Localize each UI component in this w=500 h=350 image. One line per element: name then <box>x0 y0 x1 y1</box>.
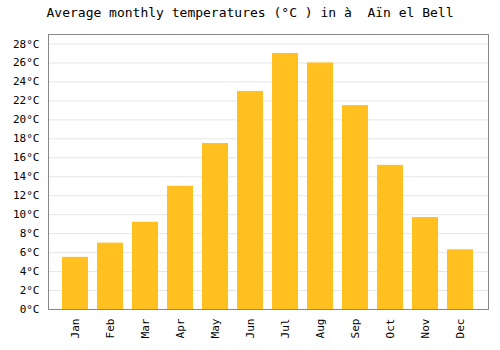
svg-text:12°C: 12°C <box>13 189 40 202</box>
svg-text:Jan: Jan <box>69 319 82 339</box>
svg-text:Nov: Nov <box>419 318 432 338</box>
svg-text:Apr: Apr <box>174 318 187 338</box>
svg-text:28°C: 28°C <box>13 38 40 51</box>
svg-text:24°C: 24°C <box>13 75 40 88</box>
svg-text:Jun: Jun <box>244 319 257 339</box>
svg-text:May: May <box>209 318 222 338</box>
svg-text:2°C: 2°C <box>20 284 40 297</box>
svg-text:Aug: Aug <box>314 319 327 339</box>
svg-text:20°C: 20°C <box>13 113 40 126</box>
svg-text:Mar: Mar <box>139 318 152 338</box>
svg-text:14°C: 14°C <box>13 170 40 183</box>
svg-text:Sep: Sep <box>349 319 362 339</box>
svg-text:18°C: 18°C <box>13 132 40 145</box>
svg-text:Jul: Jul <box>279 319 292 339</box>
svg-text:Oct: Oct <box>384 319 397 339</box>
svg-text:Dec: Dec <box>454 319 467 339</box>
svg-text:8°C: 8°C <box>20 227 40 240</box>
svg-text:10°C: 10°C <box>13 208 40 221</box>
svg-text:26°C: 26°C <box>13 56 40 69</box>
svg-text:Feb: Feb <box>104 319 117 339</box>
svg-text:4°C: 4°C <box>20 265 40 278</box>
svg-text:22°C: 22°C <box>13 94 40 107</box>
svg-text:16°C: 16°C <box>13 151 40 164</box>
html-text:Average monthly temperatures (: Average monthly temperatures (°C ) in à … <box>46 5 454 20</box>
svg-text:6°C: 6°C <box>20 246 40 259</box>
svg-text:0°C: 0°C <box>20 303 40 316</box>
